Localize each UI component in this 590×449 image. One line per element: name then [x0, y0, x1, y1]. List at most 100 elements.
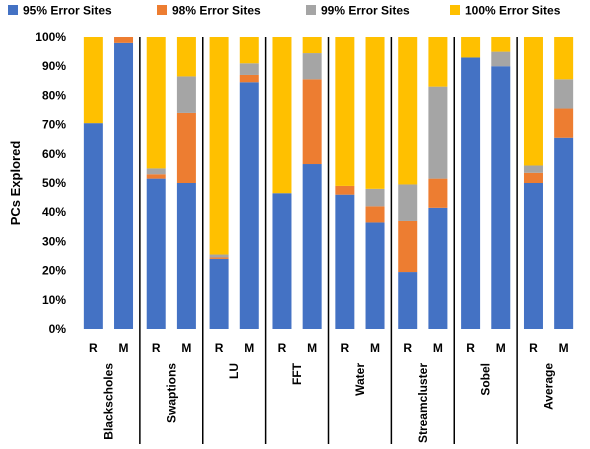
bar-segment: [239, 37, 259, 64]
y-tick-label: 60%: [42, 147, 66, 161]
bar-segment: [83, 123, 103, 329]
bar-segment: [554, 108, 574, 138]
legend-swatch: [450, 5, 460, 15]
bar-segment: [302, 53, 322, 80]
bar-segment: [146, 37, 166, 169]
legend-label: 95% Error Sites: [23, 4, 112, 18]
bar-category-label: M: [119, 341, 129, 355]
bar-segment: [428, 178, 448, 208]
group-label: LU: [227, 363, 241, 379]
bar-category-label: R: [278, 341, 287, 355]
y-tick-label: 50%: [42, 176, 66, 190]
bar-segment: [302, 164, 322, 329]
bar-segment: [335, 37, 355, 186]
bar-category-label: M: [496, 341, 506, 355]
bar-category-label: R: [341, 341, 350, 355]
y-tick-label: 20%: [42, 264, 66, 278]
bar-segment: [272, 193, 292, 329]
y-axis: 0% 10% 20% 30% 40% 50% 60% 70% 80% 90% 100% PCs Exp…: [8, 30, 66, 336]
bar-segment: [176, 112, 196, 183]
legend-swatch: [306, 5, 316, 15]
legend-label: 99% Error Sites: [321, 4, 410, 18]
y-tick-label: 10%: [42, 293, 66, 307]
bar-segment: [491, 66, 511, 329]
bar-segment: [461, 57, 481, 329]
bar-category-label: M: [559, 341, 569, 355]
bar-segment: [365, 222, 385, 329]
bar-segment: [365, 188, 385, 207]
bar-segment: [83, 37, 103, 124]
bar-segment: [272, 37, 292, 194]
bar-segment: [491, 51, 511, 67]
bar-segment: [554, 137, 574, 329]
bars: [83, 37, 574, 330]
bar-segment: [428, 207, 448, 329]
bar-segment: [523, 165, 543, 173]
legend-label: 98% Error Sites: [172, 4, 261, 18]
bar-segment: [114, 42, 134, 330]
bar-segment: [176, 76, 196, 113]
bar-segment: [398, 184, 418, 221]
bar-category-label: M: [307, 341, 317, 355]
bar-segment: [302, 37, 322, 54]
bar-segment: [335, 185, 355, 195]
bar-category-label: M: [181, 341, 191, 355]
legend-swatch: [8, 5, 18, 15]
group-label: FFT: [290, 362, 304, 385]
bar-category-label: R: [403, 341, 412, 355]
legend-label: 100% Error Sites: [465, 4, 561, 18]
bar-category-label: R: [466, 341, 475, 355]
y-tick-label: 80%: [42, 88, 66, 102]
bar-segment: [209, 37, 229, 255]
bar-segment: [239, 82, 259, 329]
bar-category-label: R: [529, 341, 538, 355]
bar-segment: [146, 168, 166, 175]
bar-segment: [176, 183, 196, 329]
bar-category-label: R: [215, 341, 224, 355]
y-tick-label: 30%: [42, 234, 66, 248]
group-label: Streamcluster: [416, 363, 430, 443]
y-tick-label: 90%: [42, 59, 66, 73]
legend-swatch: [157, 5, 167, 15]
bar-category-label: M: [370, 341, 380, 355]
group-label: Swaptions: [164, 363, 178, 423]
bar-segment: [523, 183, 543, 329]
bar-segment: [461, 37, 481, 58]
bar-category-label: M: [244, 341, 254, 355]
bar-category-label: R: [89, 341, 98, 355]
y-tick-label: 40%: [42, 205, 66, 219]
bar-segment: [398, 272, 418, 329]
bar-segment: [209, 257, 229, 259]
bar-category-label: R: [152, 341, 161, 355]
y-tick-label: 0%: [49, 322, 67, 336]
group-label: Water: [353, 363, 367, 396]
bar-segment: [554, 79, 574, 109]
bar-segment: [428, 86, 448, 179]
bar-category-label: M: [433, 341, 443, 355]
bar-segment: [176, 37, 196, 77]
group-label: Average: [542, 363, 556, 410]
bar-segment: [428, 37, 448, 87]
group-dividers: [139, 37, 518, 444]
bar-segment: [239, 63, 259, 75]
bar-segment: [398, 37, 418, 185]
group-label: Sobel: [479, 363, 493, 396]
y-axis-title: PCs Explored: [8, 141, 23, 226]
bar-segment: [239, 74, 259, 83]
bar-segment: [523, 37, 543, 166]
bar-segment: [491, 37, 511, 52]
bar-segment: [365, 37, 385, 189]
bar-segment: [302, 79, 322, 165]
bar-segment: [209, 254, 229, 258]
bar-segment: [523, 172, 543, 183]
y-tick-label: 100%: [35, 30, 66, 44]
bar-segment: [365, 206, 385, 223]
bar-segment: [114, 37, 134, 43]
bar-segment: [554, 37, 574, 80]
y-tick-label: 70%: [42, 118, 66, 132]
bar-segment: [209, 258, 229, 329]
legend: 95% Error Sites 98% Error Sites 99% Error …: [8, 4, 561, 18]
